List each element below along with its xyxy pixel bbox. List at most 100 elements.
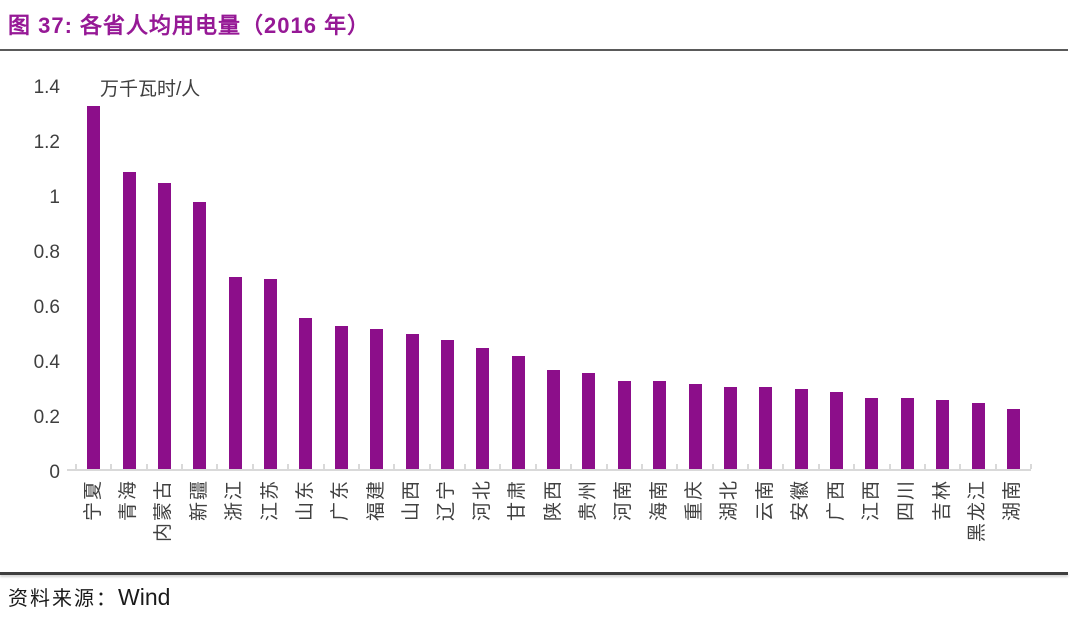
- bar-slot: [960, 84, 995, 469]
- x-category-label: 山西: [401, 479, 423, 522]
- bar-slot: [784, 84, 819, 469]
- bar-slot: [288, 84, 323, 469]
- bar-slot: [819, 84, 854, 469]
- x-category-label: 河南: [613, 479, 635, 522]
- axis-tick: [817, 464, 820, 469]
- bar-青海: [122, 172, 136, 469]
- axis-tick: [145, 464, 148, 469]
- bar-海南: [653, 381, 667, 469]
- bar-slot: [607, 84, 642, 469]
- axis-tick: [1030, 464, 1032, 469]
- x-label-slot: 浙江: [218, 479, 253, 579]
- x-category-label: 湖南: [1002, 479, 1024, 522]
- bar-新疆: [193, 202, 207, 469]
- x-label-slot: 湖南: [996, 479, 1031, 579]
- bar-slot: [359, 84, 394, 469]
- y-tick-label: 1: [49, 187, 60, 208]
- x-category-label: 山东: [294, 479, 316, 522]
- x-label-slot: 青海: [111, 479, 146, 579]
- x-label-slot: 重庆: [677, 479, 712, 579]
- axis-tick: [110, 464, 113, 469]
- x-category-label: 安徽: [790, 479, 812, 522]
- bar-浙江: [228, 276, 242, 469]
- x-axis-ticks: [75, 464, 1032, 469]
- x-label-slot: 河北: [465, 479, 500, 579]
- bar-slot: [571, 84, 606, 469]
- x-category-label: 辽宁: [436, 479, 458, 522]
- x-category-label: 江西: [860, 479, 882, 522]
- x-category-label: 内蒙古: [153, 479, 175, 543]
- plot-area: [67, 84, 1032, 471]
- bar-江西: [865, 397, 879, 469]
- bar-辽宁: [440, 339, 454, 469]
- x-label-slot: 福建: [359, 479, 394, 579]
- bar-湖南: [1006, 408, 1020, 469]
- bar-slot: [677, 84, 712, 469]
- x-category-label: 吉林: [931, 479, 953, 522]
- bar-云南: [759, 386, 773, 469]
- x-category-label: 福建: [365, 479, 387, 522]
- bar-重庆: [688, 383, 702, 469]
- bar-福建: [370, 328, 384, 469]
- bar-四川: [900, 397, 914, 469]
- bar-slot: [996, 84, 1031, 469]
- x-label-slot: 安徽: [784, 479, 819, 579]
- axis-tick: [464, 464, 467, 469]
- x-category-label: 浙江: [224, 479, 246, 522]
- x-label-slot: 辽宁: [430, 479, 465, 579]
- bar-湖北: [723, 386, 737, 469]
- bar-广西: [830, 392, 844, 469]
- x-category-label: 湖北: [719, 479, 741, 522]
- axis-tick: [216, 464, 219, 469]
- axis-tick: [747, 464, 750, 469]
- x-category-label: 贵州: [577, 479, 599, 522]
- bar-山东: [299, 317, 313, 469]
- y-axis-unit-label: 万千瓦时/人: [100, 79, 201, 100]
- x-label-slot: 吉林: [925, 479, 960, 579]
- x-category-label: 四川: [896, 479, 918, 522]
- bar-河北: [476, 348, 490, 469]
- axis-tick: [923, 464, 926, 469]
- axis-tick: [994, 464, 997, 469]
- bar-slot: [536, 84, 571, 469]
- x-category-label: 新疆: [188, 479, 210, 522]
- x-category-label: 青海: [118, 479, 140, 522]
- axis-tick: [959, 464, 962, 469]
- bar-slot: [465, 84, 500, 469]
- axis-tick: [322, 464, 325, 469]
- x-category-label: 重庆: [684, 479, 706, 522]
- bar-贵州: [582, 372, 596, 469]
- axis-tick: [357, 464, 360, 469]
- x-label-slot: 广东: [324, 479, 359, 579]
- data-source: 资料来源：Wind: [8, 582, 170, 611]
- axis-tick: [287, 464, 290, 469]
- axis-tick: [428, 464, 431, 469]
- bar-slot: [890, 84, 925, 469]
- x-label-slot: 宁夏: [76, 479, 111, 579]
- bar-吉林: [936, 400, 950, 469]
- bar-slot: [713, 84, 748, 469]
- x-category-label: 云南: [754, 479, 776, 522]
- x-label-slot: 河南: [607, 479, 642, 579]
- axis-tick: [782, 464, 785, 469]
- x-label-slot: 陕西: [536, 479, 571, 579]
- bar-安徽: [794, 389, 808, 469]
- x-label-slot: 海南: [642, 479, 677, 579]
- axis-tick: [499, 464, 502, 469]
- x-label-slot: 湖北: [713, 479, 748, 579]
- x-label-slot: 黑龙江: [960, 479, 995, 579]
- bar-slot: [642, 84, 677, 469]
- x-label-slot: 内蒙古: [147, 479, 182, 579]
- y-tick-label: 0: [49, 462, 60, 483]
- footer-divider: [0, 572, 1068, 575]
- x-label-slot: 新疆: [182, 479, 217, 579]
- axis-tick: [711, 464, 714, 469]
- x-label-slot: 江西: [854, 479, 889, 579]
- bar-宁夏: [87, 106, 101, 469]
- x-label-slot: 山东: [288, 479, 323, 579]
- y-tick-label: 0.4: [33, 352, 60, 373]
- bar-陕西: [547, 370, 561, 469]
- x-category-label: 广东: [330, 479, 352, 522]
- bar-山西: [405, 334, 419, 469]
- bar-甘肃: [511, 356, 525, 469]
